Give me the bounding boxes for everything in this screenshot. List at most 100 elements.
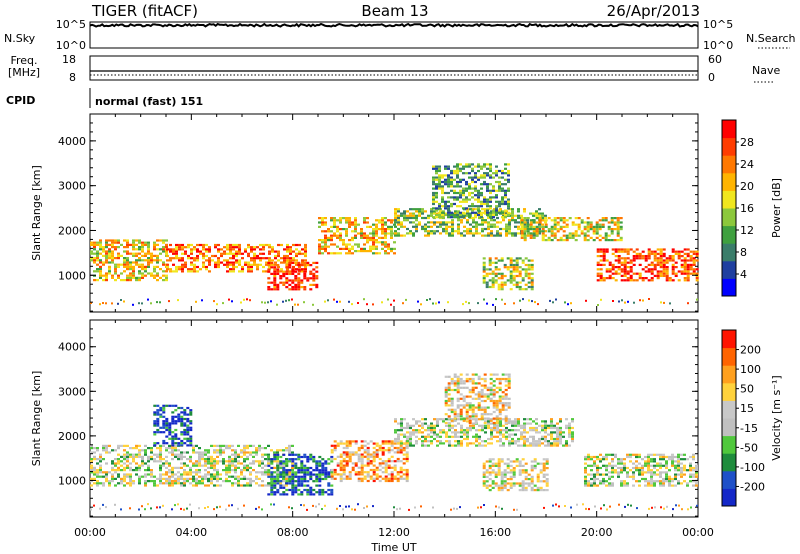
data-cell <box>360 234 363 237</box>
nsearch-tick-bottom: 10^0 <box>703 39 733 52</box>
data-cell <box>653 250 657 253</box>
data-cell <box>177 442 181 445</box>
data-cell <box>162 409 166 412</box>
data-cell <box>403 435 406 438</box>
data-cell <box>384 479 388 483</box>
data-cell <box>436 440 439 443</box>
data-cell <box>695 255 699 258</box>
data-cell <box>342 473 346 476</box>
data-cell <box>175 265 178 269</box>
data-cell <box>459 211 462 214</box>
data-cell <box>144 480 147 483</box>
data-cell <box>459 373 463 376</box>
data-cell <box>459 205 462 208</box>
data-cell <box>501 211 504 214</box>
noise-cell <box>231 300 233 303</box>
data-cell <box>459 382 463 385</box>
data-cell <box>123 462 126 465</box>
data-cell <box>412 225 415 228</box>
data-cell <box>544 444 547 447</box>
data-cell <box>433 221 436 224</box>
data-cell <box>444 191 447 195</box>
data-cell <box>394 437 397 441</box>
data-cell <box>216 480 219 483</box>
data-cell <box>318 480 322 483</box>
data-cell <box>598 234 602 237</box>
data-cell <box>629 279 633 282</box>
data-cell <box>488 268 492 271</box>
data-cell <box>202 243 205 247</box>
data-cell <box>614 250 618 253</box>
data-cell <box>514 424 517 427</box>
data-cell <box>171 444 175 447</box>
data-cell <box>90 252 93 255</box>
data-cell <box>387 464 391 467</box>
data-cell <box>342 466 346 469</box>
data-cell <box>504 415 508 418</box>
noise-cell <box>147 298 149 301</box>
data-cell <box>303 264 307 267</box>
data-cell <box>258 444 261 447</box>
data-cell <box>559 228 563 231</box>
data-cell <box>505 437 508 441</box>
data-cell <box>520 426 523 430</box>
data-cell <box>586 234 590 237</box>
noise-cell <box>267 301 269 304</box>
data-cell <box>436 444 439 447</box>
data-cell <box>523 444 526 447</box>
data-cell <box>117 246 120 249</box>
data-cell <box>270 266 274 269</box>
data-cell <box>677 257 681 260</box>
data-cell <box>166 268 169 271</box>
data-cell <box>586 228 590 231</box>
data-cell <box>381 442 385 445</box>
data-cell <box>545 462 549 465</box>
data-cell <box>659 259 663 262</box>
data-cell <box>638 473 641 476</box>
data-cell <box>568 234 572 237</box>
data-cell <box>363 236 366 239</box>
data-cell <box>141 263 144 266</box>
data-cell <box>463 433 466 436</box>
data-cell <box>147 480 150 483</box>
data-cell <box>553 437 556 441</box>
data-cell <box>668 277 672 280</box>
data-cell <box>512 460 516 463</box>
data-cell <box>286 250 289 253</box>
data-cell <box>129 265 132 268</box>
data-cell <box>171 404 175 407</box>
data-cell <box>105 480 108 483</box>
data-cell <box>324 230 327 233</box>
data-cell <box>396 457 400 461</box>
data-cell <box>504 393 508 396</box>
data-cell <box>459 393 463 396</box>
data-cell <box>492 373 496 376</box>
data-cell <box>348 444 352 447</box>
data-cell <box>174 428 178 432</box>
data-cell <box>264 473 267 476</box>
data-cell <box>462 406 466 409</box>
data-cell <box>511 234 514 237</box>
data-cell <box>481 230 484 233</box>
noise-cell <box>531 300 533 303</box>
data-cell <box>535 214 538 217</box>
noise-cell <box>366 303 368 306</box>
data-cell <box>138 272 141 275</box>
data-cell <box>192 444 195 447</box>
data-cell <box>629 268 633 271</box>
data-cell <box>339 464 343 467</box>
data-cell <box>418 214 421 217</box>
data-cell <box>315 477 319 481</box>
data-cell <box>273 451 276 454</box>
data-cell <box>180 433 184 436</box>
data-cell <box>117 263 120 266</box>
data-cell <box>175 254 178 258</box>
data-cell <box>490 437 493 441</box>
data-cell <box>629 266 633 269</box>
data-cell <box>521 480 525 483</box>
data-cell <box>441 185 444 188</box>
data-cell <box>184 265 187 269</box>
data-cell <box>512 475 516 478</box>
data-cell <box>283 257 286 260</box>
